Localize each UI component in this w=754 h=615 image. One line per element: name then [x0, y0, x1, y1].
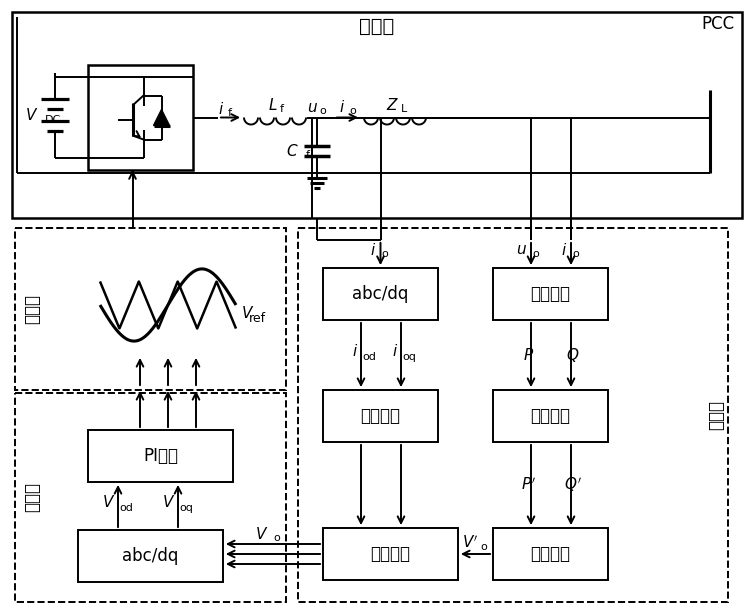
- Text: ref: ref: [249, 312, 266, 325]
- Text: $Q$: $Q$: [566, 346, 580, 364]
- Text: 调制层: 调制层: [23, 294, 41, 324]
- Text: $i$: $i$: [339, 100, 345, 116]
- Text: 控制层: 控制层: [23, 483, 41, 512]
- Text: $Z$: $Z$: [387, 97, 400, 113]
- Text: $i$: $i$: [370, 242, 376, 258]
- Text: $V'$: $V'$: [462, 534, 479, 551]
- Text: 功率解耦: 功率解耦: [531, 407, 571, 425]
- Text: 功能层: 功能层: [707, 400, 725, 430]
- Text: o: o: [480, 542, 487, 552]
- Bar: [15, 228, 286, 390]
- Bar: [493, 268, 608, 320]
- Bar: [298, 228, 728, 602]
- Text: abc/dq: abc/dq: [352, 285, 409, 303]
- Text: o: o: [349, 106, 356, 116]
- Text: o: o: [532, 249, 539, 259]
- Text: abc/dq: abc/dq: [122, 547, 179, 565]
- Text: o: o: [273, 533, 280, 543]
- Text: PI控制: PI控制: [143, 447, 178, 465]
- Text: $P$: $P$: [523, 347, 535, 363]
- Bar: [323, 390, 438, 442]
- Text: o: o: [319, 106, 326, 116]
- Text: $L$: $L$: [268, 97, 277, 113]
- Text: 虚拟阻抗: 虚拟阻抗: [360, 407, 400, 425]
- Text: oq: oq: [179, 503, 193, 513]
- Text: $i$: $i$: [352, 343, 358, 359]
- Text: f: f: [306, 151, 310, 161]
- Text: 参考电压: 参考电压: [370, 545, 410, 563]
- Text: 下垂控制: 下垂控制: [531, 545, 571, 563]
- Text: $i$: $i$: [392, 343, 398, 359]
- Text: f: f: [280, 103, 284, 114]
- Text: PCC: PCC: [701, 15, 734, 33]
- Text: $V$: $V$: [255, 526, 268, 542]
- Text: o: o: [572, 249, 579, 259]
- Bar: [323, 528, 458, 580]
- Text: 主电路: 主电路: [360, 17, 394, 36]
- Text: $P'$: $P'$: [522, 477, 537, 493]
- Bar: [15, 393, 286, 602]
- Text: o: o: [382, 249, 388, 259]
- Text: od: od: [119, 503, 133, 513]
- Bar: [88, 65, 193, 170]
- Text: od: od: [362, 352, 376, 362]
- Text: $Q'$: $Q'$: [564, 475, 582, 494]
- Text: f: f: [228, 108, 232, 117]
- Polygon shape: [154, 109, 170, 125]
- Bar: [493, 528, 608, 580]
- Text: $C$: $C$: [287, 143, 299, 159]
- Text: DC: DC: [45, 115, 61, 125]
- Text: 功率计算: 功率计算: [531, 285, 571, 303]
- Bar: [78, 530, 223, 582]
- Bar: [88, 430, 233, 482]
- Text: $V$: $V$: [241, 305, 254, 321]
- Text: $u$: $u$: [516, 242, 527, 258]
- Bar: [493, 390, 608, 442]
- Text: $V$: $V$: [102, 494, 115, 510]
- Text: $i$: $i$: [218, 100, 224, 116]
- Bar: [12, 12, 742, 218]
- Text: L: L: [401, 103, 407, 114]
- Bar: [323, 268, 438, 320]
- Text: $V$: $V$: [161, 494, 175, 510]
- Text: $u$: $u$: [307, 100, 317, 115]
- Text: oq: oq: [402, 352, 416, 362]
- Text: $V$: $V$: [25, 107, 38, 123]
- Text: $i$: $i$: [561, 242, 567, 258]
